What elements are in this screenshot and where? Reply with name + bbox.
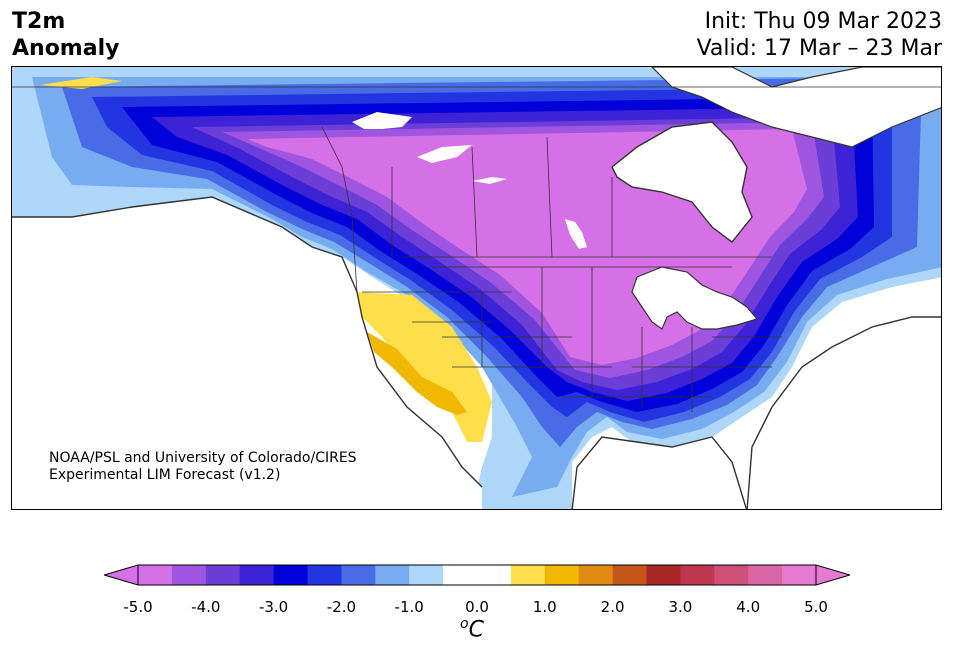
pacific-ocean bbox=[12, 197, 482, 509]
colorbar-tick-label: 0.0 bbox=[465, 598, 489, 616]
colorbar-tick-label: 5.0 bbox=[804, 598, 828, 616]
colorbar-cell bbox=[409, 565, 444, 585]
colorbar-cell bbox=[341, 565, 376, 585]
colorbar-cell bbox=[782, 565, 817, 585]
map-canvas bbox=[12, 67, 941, 509]
colorbar-cell bbox=[477, 565, 512, 585]
colorbar-cell bbox=[205, 565, 241, 585]
credit-line-2: Experimental LIM Forecast (v1.2) bbox=[49, 467, 281, 483]
anomaly-region-warm-alaska bbox=[40, 77, 122, 89]
colorbar-tick-label: 4.0 bbox=[736, 598, 761, 616]
colorbar-cell bbox=[273, 565, 308, 585]
map-title: T2m Anomaly bbox=[12, 8, 119, 62]
credit-line-1: NOAA/PSL and University of Colorado/CIRE… bbox=[49, 450, 357, 466]
great-lakes bbox=[631, 266, 759, 330]
colorbar-tick-labels: -5.0 -4.0 -3.0 -2.0 -1.0 0.0 1.0 2.0 3.0 4.0 5.0 bbox=[104, 598, 850, 618]
colorbar-tick-label: -5.0 bbox=[123, 598, 153, 616]
colorbar-under-arrow bbox=[104, 564, 139, 586]
lake-athabasca bbox=[472, 177, 507, 184]
data-credit: NOAA/PSL and University of Colorado/CIRE… bbox=[49, 450, 357, 484]
colorbar-cell bbox=[375, 565, 410, 585]
colorbar-cell bbox=[544, 565, 580, 585]
colorbar-frame bbox=[137, 564, 817, 586]
colorbar-cell bbox=[680, 565, 715, 585]
anomaly-map bbox=[11, 66, 942, 510]
atlantic-ocean bbox=[747, 317, 941, 509]
colorbar-tick-label: -3.0 bbox=[258, 598, 289, 616]
title-variable: T2m bbox=[12, 9, 66, 34]
colorbar-cell bbox=[714, 565, 749, 585]
political-boundaries bbox=[12, 86, 941, 412]
colorbar-tick-label: -1.0 bbox=[394, 598, 424, 616]
hudson-bay bbox=[611, 121, 753, 243]
lake-winnipeg bbox=[565, 219, 587, 249]
colorbar-over-arrow bbox=[815, 564, 850, 586]
anomaly-region-warm-gold bbox=[367, 332, 467, 415]
gulf-of-mexico bbox=[572, 437, 747, 509]
date-header: Init: Thu 09 Mar 2023 Valid: 17 Mar – 23… bbox=[697, 8, 942, 62]
colorbar-cell bbox=[171, 565, 207, 585]
great-slave-lake bbox=[417, 145, 472, 163]
coastline bbox=[12, 196, 941, 509]
colorbar-cell bbox=[239, 565, 275, 585]
colorbar-tick-label: 3.0 bbox=[668, 598, 693, 616]
colorbar-cell bbox=[443, 565, 478, 585]
colorbar-cell bbox=[646, 565, 681, 585]
colorbar-cell bbox=[307, 565, 342, 585]
great-bear-lake bbox=[352, 112, 412, 129]
colorbar-tick-label: 2.0 bbox=[600, 598, 625, 616]
colorbar-cell bbox=[748, 565, 783, 585]
colorbar-cell bbox=[138, 565, 173, 585]
colorbar-tick-label: 1.0 bbox=[532, 598, 557, 616]
colorbar bbox=[104, 564, 850, 586]
init-date: Init: Thu 09 Mar 2023 bbox=[704, 9, 942, 34]
colorbar-cell bbox=[578, 565, 614, 585]
title-metric: Anomaly bbox=[12, 36, 120, 61]
colorbar-tick-label: -2.0 bbox=[326, 598, 357, 616]
colorbar-tick-label: -4.0 bbox=[191, 598, 221, 616]
valid-date: Valid: 17 Mar – 23 Mar bbox=[696, 36, 942, 61]
colorbar-unit: oC bbox=[460, 616, 484, 643]
colorbar-cell bbox=[510, 565, 546, 585]
colorbar-cell bbox=[612, 565, 647, 585]
colorbar-cells bbox=[138, 565, 817, 585]
